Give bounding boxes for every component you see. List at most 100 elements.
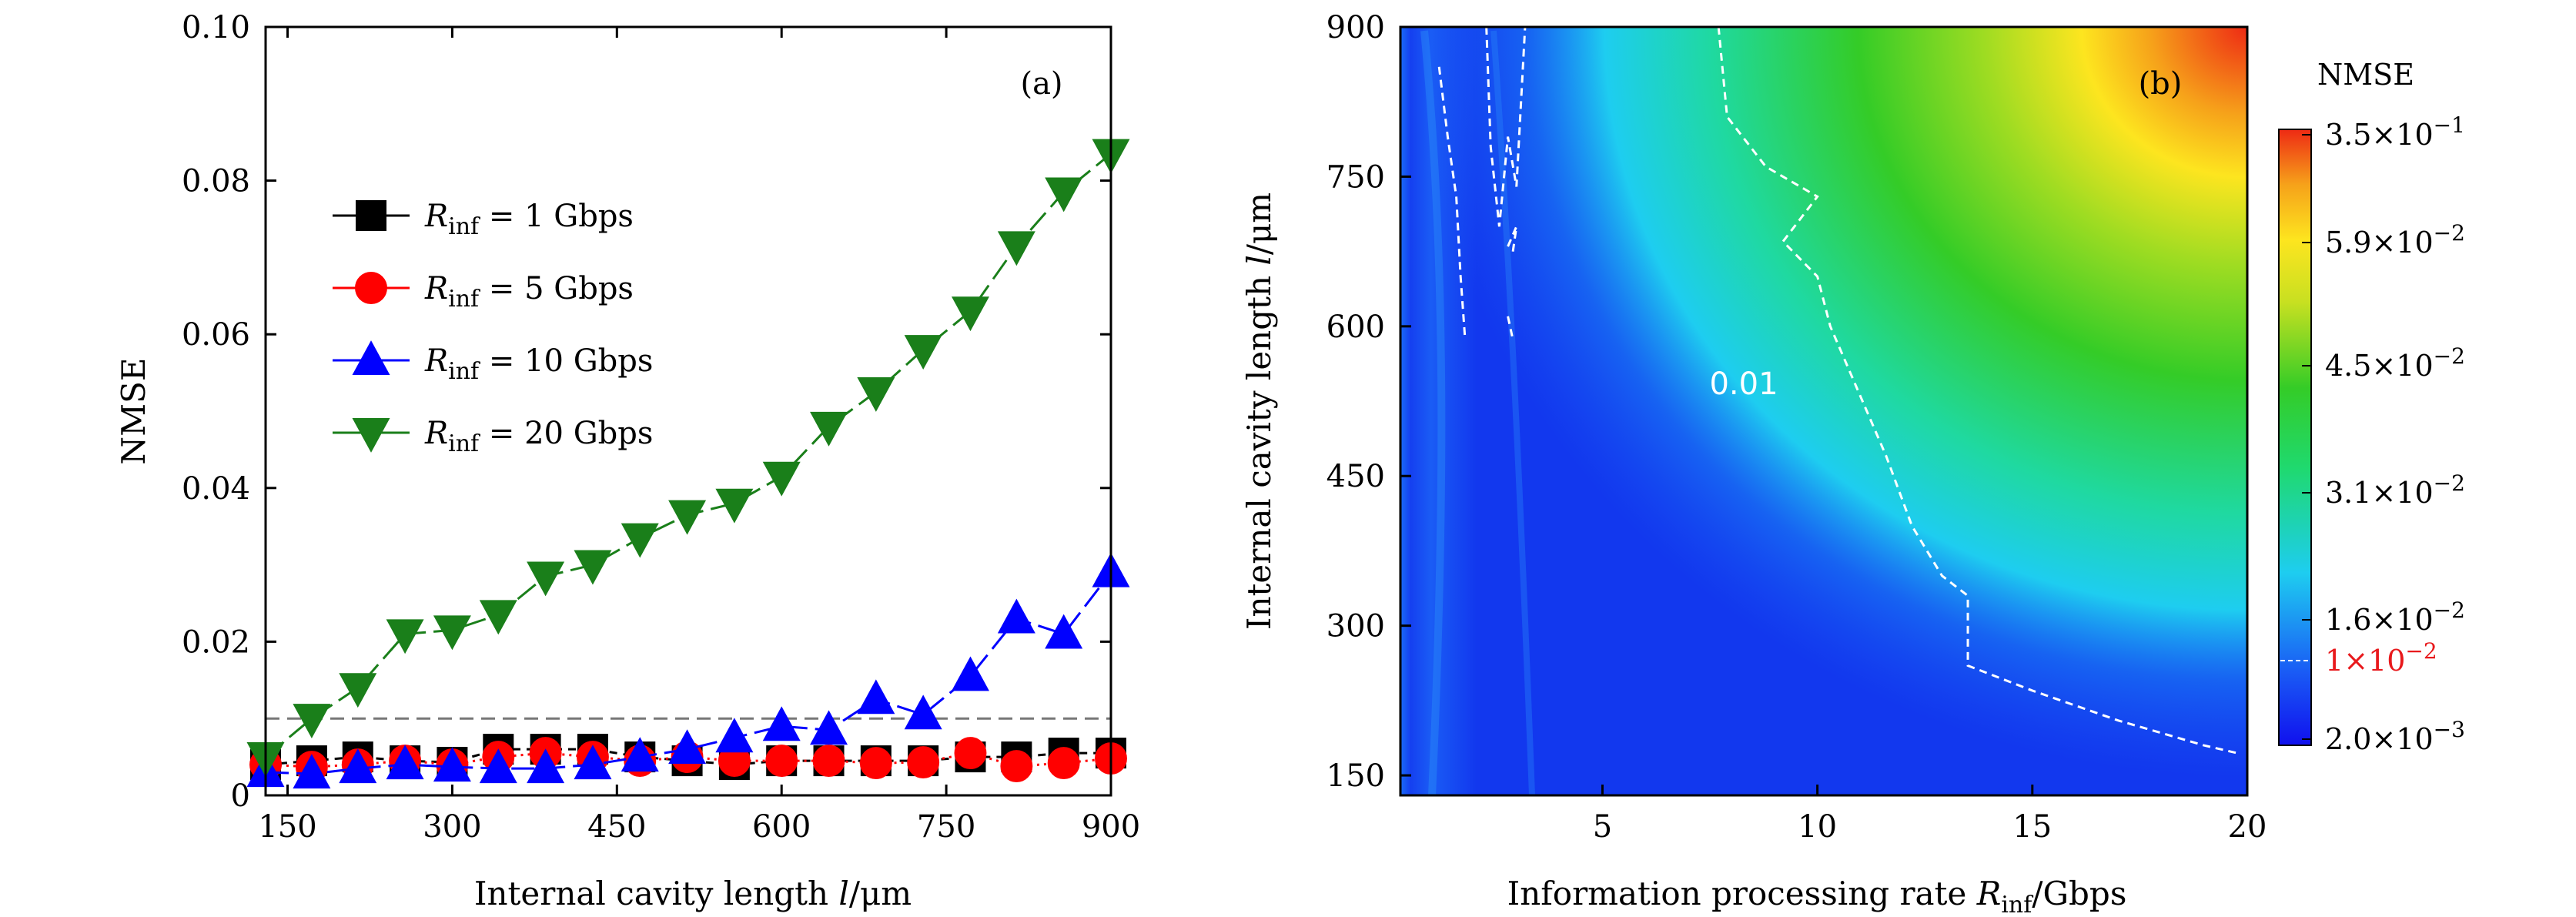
panel-b-x-label-pre: Information processing rate <box>1507 875 1977 912</box>
panel-a-data-point <box>857 679 895 715</box>
colorbar-tick-exp: −2 <box>2434 343 2465 369</box>
legend-entry-3: Rinf = 20 Gbps <box>333 416 653 457</box>
panel-a-data-point <box>997 598 1035 634</box>
panel-a-data-point <box>857 377 895 412</box>
colorbar-tick-exp: −2 <box>2434 597 2465 623</box>
colorbar: NMSE 3.5×10−15.9×10−24.5×10−23.1×10−21.6… <box>2278 58 2465 756</box>
legend-label-rest: = 20 Gbps <box>479 416 653 451</box>
panel-b-y-label-var: l <box>1240 255 1278 265</box>
panel-a-data-point <box>574 550 612 585</box>
contour-line-side <box>1507 316 1514 337</box>
panel-a-x-label-var: l <box>838 875 848 912</box>
colorbar-tick-exp: −2 <box>2434 220 2465 246</box>
legend-entry-0: Rinf = 1 Gbps <box>333 199 634 240</box>
colorbar-threshold-label: 1×10−2 <box>2325 638 2437 678</box>
panel-a-x-axis-label: Internal cavity length l/μm <box>474 875 912 912</box>
colorbar-threshold-exp: −2 <box>2405 638 2437 664</box>
legend-marker <box>352 340 390 376</box>
panel-a-y-tick-label: 0.08 <box>182 164 250 199</box>
panel-b-y-tick-label: 900 <box>1326 10 1385 45</box>
colorbar-tick-mantissa: 3.5 <box>2325 118 2371 152</box>
legend-label-rest: = 5 Gbps <box>479 271 634 306</box>
colorbar-tick-times: ×10 <box>2371 476 2433 510</box>
panel-a-data-point <box>433 747 471 782</box>
heatmap-contour-label: 0.01 <box>1709 366 1778 402</box>
legend-marker <box>356 200 386 231</box>
panel-a-y-tick-label: 0.10 <box>182 10 250 45</box>
panel-a-data-point <box>954 737 987 770</box>
panel-b-x-tick-label: 5 <box>1593 809 1612 845</box>
legend-label: Rinf = 1 Gbps <box>424 199 634 240</box>
contour-line-side <box>1437 66 1467 336</box>
legend-label-rest: = 1 Gbps <box>479 199 634 234</box>
panel-b-tag: (b) <box>2139 66 2183 102</box>
colorbar-tick-mantissa: 1.6 <box>2325 603 2371 637</box>
panel-a-y-tick-label: 0 <box>231 778 250 814</box>
panel-a-data-point <box>527 748 565 784</box>
panel-a-data-point <box>386 745 424 780</box>
colorbar-tick-mantissa: 4.5 <box>2325 349 2371 383</box>
panel-a-ticks: 150 300 450 600 750 900 0 0.02 0.04 0.06 0.08 0.10 <box>182 10 1140 845</box>
legend-label-var: R <box>424 416 448 451</box>
contour-line-side <box>1485 27 1527 227</box>
panel-b-x-tick-label: 15 <box>2012 809 2052 845</box>
panel-a-data-point <box>668 500 707 535</box>
panel-b-y-tick-label: 150 <box>1326 758 1385 794</box>
colorbar-threshold-mantissa: 1 <box>2325 644 2343 678</box>
panel-a-data-point <box>1045 177 1083 213</box>
colorbar-tick-times: ×10 <box>2371 722 2433 756</box>
panel-a-data-point <box>1045 614 1083 649</box>
panel-b-y-tick-label: 600 <box>1326 310 1385 345</box>
panel-b-plot-frame <box>1399 25 2249 797</box>
panel-a-data-point <box>433 615 471 651</box>
heatmap-left-ridge-2 <box>1490 30 1535 795</box>
panel-a-data-point <box>715 488 754 524</box>
colorbar-tick-exp: −3 <box>2434 717 2465 742</box>
panel-b-x-label-var: R <box>1976 875 2002 912</box>
legend-label-sub: inf <box>448 430 480 457</box>
legend-label: Rinf = 10 Gbps <box>424 343 653 385</box>
panel-a-data-point <box>997 231 1035 266</box>
panel-a-x-tick-label: 300 <box>423 809 481 845</box>
panel-a-x-tick-label: 600 <box>752 809 811 845</box>
panel-a-y-tick-label: 0.06 <box>182 317 250 353</box>
legend-label-sub: inf <box>448 213 480 240</box>
legend-label-sub: inf <box>448 358 480 385</box>
legend-entry-2: Rinf = 10 Gbps <box>333 340 653 385</box>
panel-a-data-point <box>1000 750 1033 783</box>
panel-a-tag: (a) <box>1020 66 1062 102</box>
panel-a-series-group <box>246 139 1130 789</box>
colorbar-tick-label: 2.0×10−3 <box>2325 717 2465 756</box>
panel-a-data-point <box>904 694 942 730</box>
legend-label: Rinf = 20 Gbps <box>424 416 653 457</box>
panel-b-y-label-post: /μm <box>1240 192 1278 255</box>
panel-a-series-line <box>265 152 1112 758</box>
panel-a-series-3 <box>246 139 1130 777</box>
panel-b-x-axis-label: Information processing rate Rinf/Gbps <box>1507 875 2127 917</box>
colorbar-gradient <box>2278 129 2312 746</box>
panel-b-y-tick-label: 750 <box>1326 159 1385 195</box>
panel-a-x-tick-label: 450 <box>587 809 646 845</box>
panel-a-x-tick-label: 150 <box>258 809 316 845</box>
panel-a-series-2 <box>246 552 1130 789</box>
panel-a-x-label-post: /μm <box>849 875 912 912</box>
legend-label-var: R <box>424 271 448 306</box>
panel-a-data-point <box>574 745 612 780</box>
panel-a-data-point <box>810 411 848 447</box>
panel-a-plot-frame <box>264 25 1112 797</box>
legend-label: Rinf = 5 Gbps <box>424 271 634 313</box>
panel-a-data-point <box>668 729 707 765</box>
panel-a-data-point <box>951 296 989 332</box>
panel-b-y-tick-label: 300 <box>1326 609 1385 644</box>
panel-a-data-point <box>762 461 801 497</box>
panel-a-data-point <box>951 656 989 691</box>
legend-label-var: R <box>424 199 448 234</box>
panel-a-data-point <box>293 754 331 789</box>
panel-a-data-point <box>386 619 424 654</box>
colorbar-tick-times: ×10 <box>2371 349 2433 383</box>
panel-a-data-point <box>810 710 848 745</box>
panel-b-y-label-pre: Internal cavity length <box>1240 266 1278 631</box>
heatmap-field <box>1400 27 2247 795</box>
colorbar-threshold-times: ×10 <box>2343 644 2405 678</box>
